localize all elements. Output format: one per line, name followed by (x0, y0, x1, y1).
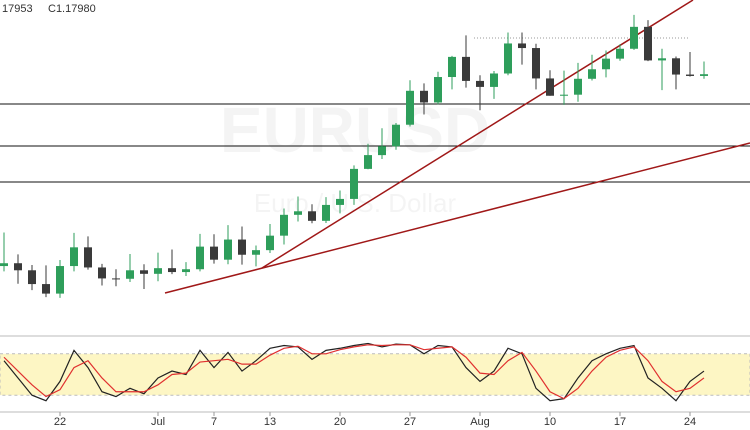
candle-body (588, 69, 596, 79)
trend-line (261, 0, 694, 269)
candle-body (14, 263, 22, 271)
candle-body (560, 94, 568, 96)
candle-body (280, 214, 288, 236)
candle-body (546, 78, 554, 96)
candle-body (322, 204, 330, 221)
candle-body (0, 263, 8, 267)
candle-body (434, 77, 442, 103)
candle-body (42, 284, 50, 294)
candle-body (224, 239, 232, 260)
x-tick-label: 27 (404, 416, 416, 428)
candle-body (56, 266, 64, 294)
candle-body (182, 269, 190, 273)
candle-body (140, 270, 148, 274)
candle-body (168, 268, 176, 273)
x-tick-label: 17 (614, 416, 626, 428)
candle-body (658, 58, 666, 61)
candle-body (476, 80, 484, 87)
candle-body (378, 146, 386, 156)
x-tick-label: 22 (54, 416, 66, 428)
candle-body (504, 43, 512, 74)
drawings (0, 0, 750, 294)
candle-body (700, 74, 708, 76)
candle-body (616, 48, 624, 59)
candle-body (266, 235, 274, 251)
candle-body (462, 56, 470, 81)
candle-body (70, 247, 78, 267)
candle-body (448, 56, 456, 78)
candle-body (154, 268, 162, 274)
candle-body (686, 74, 694, 76)
candle-body (196, 246, 204, 270)
x-tick-label: 13 (264, 416, 276, 428)
stoch-line (3, 342, 705, 402)
candle-body (210, 246, 218, 260)
candle-body (28, 270, 36, 285)
candle-body (574, 78, 582, 95)
candle-body (490, 73, 498, 87)
x-tick-label: Aug (470, 416, 490, 428)
candle-body (518, 43, 526, 49)
x-tick-label: 7 (211, 416, 217, 428)
candle-body (238, 239, 246, 255)
stoch-line (3, 344, 705, 400)
candle-body (644, 26, 652, 61)
candle-body (98, 267, 106, 279)
candle-body (392, 124, 400, 147)
candle-body (308, 211, 316, 221)
candle-body (350, 168, 358, 199)
candle-body (364, 155, 372, 169)
x-tick-label: Jul (151, 416, 165, 428)
candle-body (406, 90, 414, 125)
candle-body (126, 270, 134, 279)
header-close: C1.17980 (48, 3, 96, 15)
stoch-band (0, 353, 750, 396)
watermark-symbol: EURUSD (220, 94, 490, 166)
candle-body (672, 58, 680, 75)
candle-body (532, 48, 540, 79)
x-tick-label: 24 (684, 416, 696, 428)
candle-body (112, 278, 120, 280)
candle-body (84, 247, 92, 268)
header-value: 17953 (2, 3, 33, 15)
candle-body (294, 211, 302, 215)
candle-body (336, 198, 344, 205)
x-tick-label: 20 (334, 416, 346, 428)
candle-body (420, 90, 428, 103)
candle-body (630, 26, 638, 49)
x-tick-label: 10 (544, 416, 556, 428)
candle-body (602, 58, 610, 70)
candle-body (252, 250, 260, 255)
